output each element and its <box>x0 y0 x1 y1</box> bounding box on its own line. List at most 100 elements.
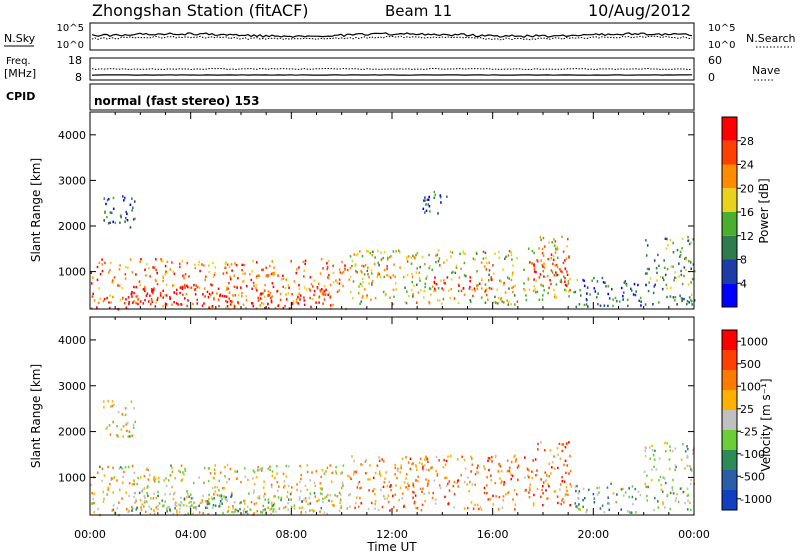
heatmap-cell <box>582 498 584 502</box>
heatmap-cell <box>392 274 395 277</box>
heatmap-cell <box>126 421 129 424</box>
heatmap-cell <box>553 490 556 493</box>
heatmap-cell <box>476 466 479 470</box>
heatmap-cell <box>580 294 582 297</box>
heatmap-cell <box>121 297 124 300</box>
heatmap-cell <box>369 251 372 255</box>
heatmap-cell <box>635 497 637 501</box>
heatmap-cell <box>356 496 358 499</box>
heatmap-cell <box>429 210 431 213</box>
heatmap-cell <box>113 276 116 279</box>
heatmap-cell <box>205 500 208 504</box>
heatmap-cell <box>288 465 290 468</box>
heatmap-cell <box>679 487 682 490</box>
heatmap-cell <box>318 295 321 298</box>
heatmap-cell <box>131 509 133 512</box>
heatmap-cell <box>116 434 118 437</box>
heatmap-cell <box>389 276 392 279</box>
heatmap-cell <box>542 294 544 297</box>
heatmap-cell <box>130 292 133 296</box>
heatmap-cell <box>510 251 513 254</box>
heatmap-cell <box>679 254 682 257</box>
heatmap-cell <box>436 474 439 477</box>
heatmap-cell <box>165 477 167 480</box>
heatmap-cell <box>313 481 316 484</box>
heatmap-cell <box>298 480 301 484</box>
heatmap-cell <box>690 293 693 297</box>
heatmap-cell <box>564 283 567 287</box>
heatmap-cell <box>165 294 168 297</box>
heatmap-cell <box>298 498 301 501</box>
heatmap-cell <box>157 504 159 508</box>
heatmap-cell <box>524 476 526 479</box>
heatmap-cell <box>607 502 609 505</box>
heatmap-cell <box>271 474 274 477</box>
x-tick-label: 00:00 <box>678 528 710 541</box>
heatmap-cell <box>154 477 157 481</box>
heatmap-cell <box>227 287 229 290</box>
heatmap-cell <box>354 470 356 473</box>
heatmap-cell <box>500 298 502 301</box>
heatmap-cell <box>688 259 690 263</box>
heatmap-cell <box>548 462 551 466</box>
heatmap-cell <box>423 289 425 293</box>
heatmap-cell <box>652 303 654 306</box>
heatmap-cell <box>261 511 263 514</box>
heatmap-cell <box>226 288 228 291</box>
heatmap-cell <box>262 302 265 306</box>
heatmap-cell <box>589 293 591 296</box>
heatmap-cell <box>640 304 642 307</box>
heatmap-cell <box>457 289 460 293</box>
heatmap-cell <box>147 468 149 472</box>
heatmap-cell <box>211 486 214 490</box>
heatmap-cell <box>179 470 181 474</box>
heatmap-cell <box>390 488 392 492</box>
heatmap-cell <box>453 506 455 509</box>
heatmap-cell <box>131 505 133 509</box>
heatmap-cell <box>195 284 197 287</box>
heatmap-cell <box>458 276 461 279</box>
heatmap-cell <box>327 259 330 263</box>
heatmap-cell <box>387 494 390 497</box>
heatmap-cell <box>383 460 385 463</box>
heatmap-cell <box>341 471 343 474</box>
heatmap-cell <box>335 279 337 282</box>
heatmap-cell <box>382 256 385 260</box>
heatmap-cell <box>504 291 507 294</box>
heatmap-cell <box>415 506 417 509</box>
heatmap-cell <box>533 278 535 281</box>
heatmap-cell <box>646 244 649 247</box>
heatmap-cell <box>561 449 563 453</box>
heatmap-cell <box>523 288 525 291</box>
colorbar-tick-label: 12 <box>740 230 754 243</box>
heatmap-cell <box>544 471 547 474</box>
heatmap-cell <box>499 465 502 468</box>
heatmap-cell <box>129 435 131 438</box>
heatmap-cell <box>416 283 418 286</box>
heatmap-cell <box>473 287 476 290</box>
heatmap-cell <box>372 476 375 480</box>
heatmap-cell <box>206 290 209 294</box>
heatmap-cell <box>151 290 153 293</box>
heatmap-cell <box>444 495 446 499</box>
heatmap-cell <box>123 302 126 305</box>
heatmap-cell <box>351 455 353 458</box>
heatmap-cell <box>433 190 436 194</box>
heatmap-cell <box>110 477 113 480</box>
heatmap-cell <box>319 487 322 490</box>
heatmap-cell <box>261 301 263 305</box>
heatmap-cell <box>497 302 499 305</box>
heatmap-cell <box>503 281 505 285</box>
heatmap-cell <box>425 478 427 481</box>
heatmap-cell <box>573 291 575 294</box>
heatmap-cell <box>410 288 413 292</box>
heatmap-cell <box>160 258 162 261</box>
heatmap-cell <box>361 264 363 268</box>
heatmap-cell <box>171 303 173 306</box>
heatmap-cell <box>494 252 496 255</box>
heatmap-cell <box>323 290 326 293</box>
heatmap-cell <box>328 499 330 502</box>
heatmap-cell <box>272 504 275 507</box>
heatmap-cell <box>149 275 151 278</box>
heatmap-cell <box>142 288 145 291</box>
